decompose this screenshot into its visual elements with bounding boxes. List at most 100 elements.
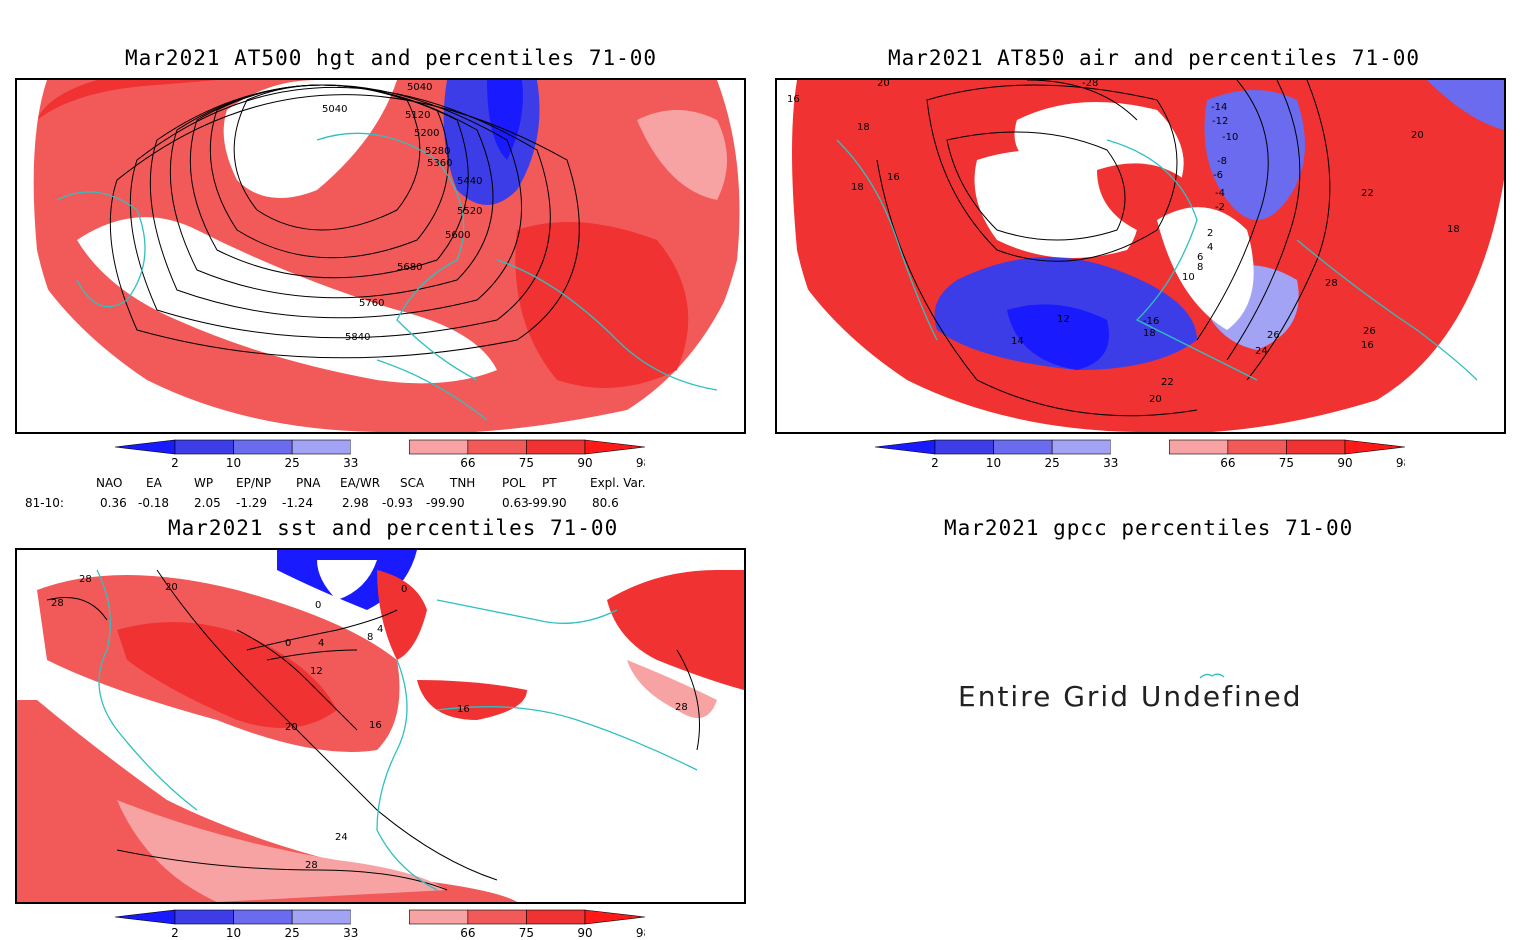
index-value: -99.90 <box>426 496 465 510</box>
contour-label: 8 <box>1197 262 1203 273</box>
colorbar-segment <box>408 439 469 455</box>
sst-contour-labels: 28 28 20 0 0 0 4 8 4 12 16 20 16 24 28 2… <box>51 574 688 871</box>
colorbar-scale: 2 10 25 33 66 75 90 98 <box>875 439 1405 470</box>
colorbar-tick-label: 10 <box>226 926 241 940</box>
contour-label: 16 <box>1361 340 1374 351</box>
contour-label: 20 <box>1411 130 1424 141</box>
contour-label: 26 <box>1363 326 1376 337</box>
index-header: WP <box>194 476 214 490</box>
index-value: 80.6 <box>592 496 619 510</box>
contour-label: -12 <box>1212 116 1228 127</box>
colorbar-tick-label: 25 <box>285 926 300 940</box>
colorbar-segment <box>233 909 293 925</box>
colorbar-tick-label: 75 <box>519 456 534 470</box>
colorbar-arrow-low <box>875 439 936 455</box>
colorbar-segment <box>1051 439 1112 455</box>
contour-label: 10 <box>1182 272 1195 283</box>
contour-label: 4 <box>377 624 383 635</box>
colorbar-segment <box>934 439 994 455</box>
air850-contour-labels: 16 20 18 18 16 -28 -14 -12 -10 -8 -6 -4 … <box>787 80 1460 405</box>
index-value: -1.24 <box>282 496 314 510</box>
title-bottom-left: Mar2021 sst and percentiles 71-00 <box>168 516 619 540</box>
contour-label: -6 <box>1213 170 1223 181</box>
contour-label: -2 <box>1215 202 1225 213</box>
contour-label: 16 <box>887 172 900 183</box>
index-row-label: 81-10: <box>25 496 64 510</box>
colorbar-segment <box>467 439 527 455</box>
colorbar-segment <box>1110 440 1170 454</box>
contour-label: 18 <box>857 122 870 133</box>
contour-label: 5760 <box>359 298 384 309</box>
colorbar-bottom-left: 2 10 25 33 66 75 90 98 <box>115 908 645 940</box>
index-value: -0.18 <box>138 496 170 510</box>
contour-label: 12 <box>1057 314 1070 325</box>
title-top-right: Mar2021 AT850 air and percentiles 71-00 <box>888 46 1421 70</box>
contour-label: 5200 <box>414 128 439 139</box>
colorbar-tick-label: 66 <box>1220 456 1235 470</box>
colorbar-segment <box>1227 439 1287 455</box>
coastline-fragment <box>1199 673 1225 679</box>
index-value: 2.98 <box>342 496 369 510</box>
contour-label: 12 <box>310 666 323 677</box>
contour-label: 18 <box>1143 328 1156 339</box>
index-header: TNH <box>450 476 476 490</box>
index-value: -1.29 <box>236 496 268 510</box>
contour-label: 28 <box>79 574 92 585</box>
contour-label: 24 <box>1255 346 1268 357</box>
contour-label: 6 <box>1197 252 1203 263</box>
colorbar-segment <box>291 909 352 925</box>
contour-label: 4 <box>318 638 324 649</box>
contour-label: 5840 <box>345 332 370 343</box>
contour-label: 5520 <box>457 206 482 217</box>
title-bottom-right: Mar2021 gpcc percentiles 71-00 <box>944 516 1354 540</box>
teleconnection-indices: NAO EA WP EP/NP PNA EA/WR SCA TNH POL PT… <box>0 474 760 514</box>
colorbar-tick-label: 98 <box>1396 456 1405 470</box>
colorbar-arrow-low <box>115 439 176 455</box>
colorbar-segment <box>993 439 1053 455</box>
contour-label: 20 <box>285 722 298 733</box>
colorbar-segment <box>291 439 352 455</box>
contour-label: 5120 <box>405 110 430 121</box>
colorbar-tick-label: 2 <box>931 456 939 470</box>
contour-label: 24 <box>335 832 348 843</box>
colorbar-tick-label: 98 <box>636 926 645 940</box>
contour-label: 5440 <box>457 176 482 187</box>
contour-label: 2 <box>1207 228 1213 239</box>
contour-label: 28 <box>51 598 64 609</box>
colorbar-arrow-high <box>584 909 645 925</box>
colorbar-tick-label: 25 <box>285 456 300 470</box>
index-header: EA/WR <box>340 476 381 490</box>
colorbar-tick-label: 33 <box>343 456 358 470</box>
contour-label: 14 <box>1011 336 1024 347</box>
contour-label: 5040 <box>407 82 432 93</box>
colorbar-segment <box>174 909 234 925</box>
contour-label: 20 <box>1149 394 1162 405</box>
colorbar-scale: 2 10 25 33 66 75 90 98 <box>115 439 645 470</box>
index-header: EA <box>146 476 162 490</box>
colorbar-tick-label: 10 <box>226 456 241 470</box>
colorbar-arrow-low <box>115 909 176 925</box>
contour-label: 5600 <box>445 230 470 241</box>
hgt500-map <box>17 80 744 432</box>
colorbar-tick-label: 25 <box>1045 456 1060 470</box>
contour-label: -10 <box>1222 132 1238 143</box>
index-value: -0.93 <box>382 496 414 510</box>
contour-label: -8 <box>1217 156 1227 167</box>
colorbar-tick-label: 33 <box>1103 456 1118 470</box>
contour-label: -14 <box>1211 102 1227 113</box>
colorbar-arrow-high <box>1344 439 1405 455</box>
colorbar-arrow-high <box>584 439 645 455</box>
colorbar-segment <box>1286 439 1346 455</box>
contour-label: 5040 <box>322 104 347 115</box>
colorbar-scale: 2 10 25 33 66 75 90 98 <box>115 909 645 940</box>
undefined-grid-message: Entire Grid Undefined <box>958 680 1303 713</box>
colorbar-segment <box>350 910 410 924</box>
colorbar-tick-label: 10 <box>986 456 1001 470</box>
index-header: PT <box>542 476 557 490</box>
contour-label: 5680 <box>397 262 422 273</box>
map-panel-air850: 16 20 18 18 16 -28 -14 -12 -10 -8 -6 -4 … <box>775 78 1506 434</box>
colorbar-segment <box>350 440 410 454</box>
contour-label: 18 <box>1447 224 1460 235</box>
contour-label: -4 <box>1215 188 1225 199</box>
colorbar-segment <box>467 909 527 925</box>
